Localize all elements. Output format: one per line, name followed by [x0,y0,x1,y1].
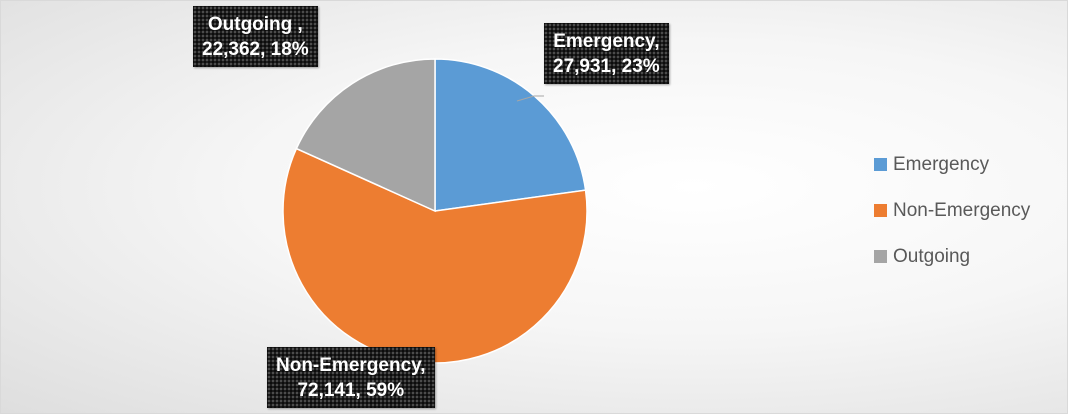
legend-label-outgoing: Outgoing [893,245,971,267]
legend: Emergency Non-Emergency Outgoing [874,152,1030,290]
legend-swatch-emergency [874,158,887,171]
leader-lines [516,95,544,102]
legend-swatch-outgoing [874,250,887,263]
pie-slices [282,58,588,364]
pie-slice-outgoing[interactable] [295,58,436,213]
legend-item-outgoing[interactable]: Outgoing [874,244,1030,269]
legend-label-emergency: Emergency [893,153,990,175]
leader-line-emergency [516,95,544,102]
legend-item-non-emergency[interactable]: Non-Emergency [874,198,1030,223]
legend-swatch-non-emergency [874,204,887,217]
data-label-non-emergency: Non-Emergency, 72,141, 59% [267,347,435,408]
data-label-outgoing: Outgoing , 22,362, 18% [193,6,318,67]
legend-item-emergency[interactable]: Emergency [874,152,1030,177]
legend-label-non-emergency: Non-Emergency [893,199,1031,221]
data-label-emergency: Emergency, 27,931, 23% [544,23,669,84]
